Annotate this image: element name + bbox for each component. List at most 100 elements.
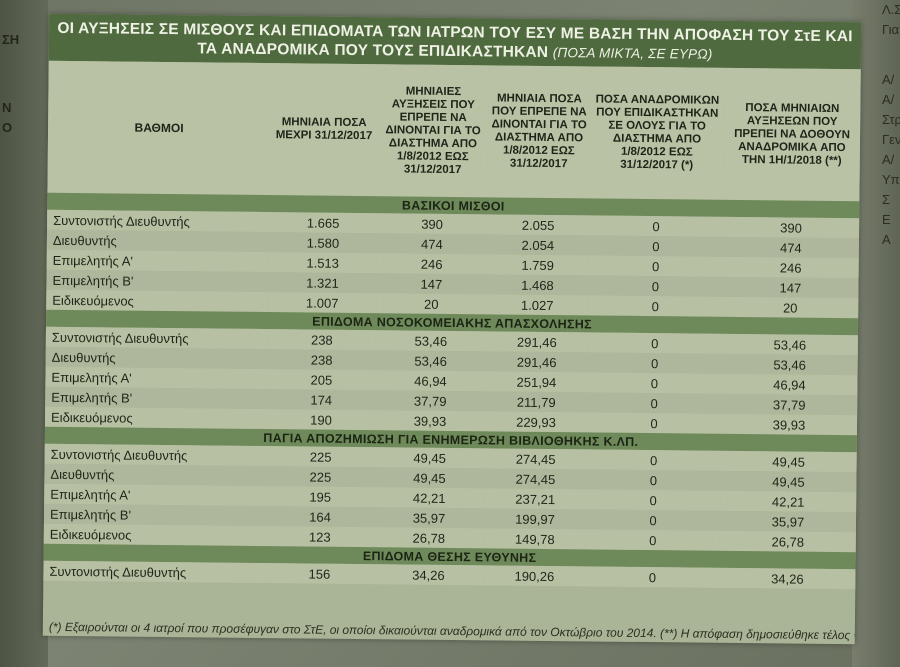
monthly-cell: 225: [266, 466, 375, 488]
right-margin-text: Στρ: [882, 112, 900, 127]
grade-cell: Επιμελητής Β': [43, 503, 267, 527]
increase-cell: 37,79: [375, 390, 486, 412]
retroactive-cell: 0: [587, 392, 722, 414]
retroactive-cell: 0: [588, 255, 723, 277]
monthly-cell: 238: [267, 329, 376, 351]
increase-2018-cell: 39,93: [720, 413, 858, 436]
due-cell: 291,46: [485, 331, 588, 353]
increase-2018-cell: 42,21: [720, 490, 857, 513]
right-margin-text: Α/: [882, 72, 895, 87]
monthly-cell: 195: [266, 486, 375, 508]
header-retroactive-awarded: ΠΟΣΑ ΑΝΑΔΡΟΜΙΚΩΝ ΠΟΥ ΕΠΙΔΙΚΑΣΤΗΚΑΝ ΣΕ ΟΛ…: [589, 66, 725, 200]
due-cell: 190,26: [483, 565, 586, 587]
grade-cell: Συντονιστής Διευθυντής: [47, 209, 270, 233]
right-column-fragment: Λ.Σ Για Α/Α/Στρ Γεν Α/Υπ Σ Ε Α: [852, 0, 900, 667]
grade-cell: Συντονιστής Διευθυντής: [44, 443, 267, 467]
increase-2018-cell: 20: [722, 296, 859, 319]
increase-2018-cell: 46,94: [721, 373, 858, 396]
due-cell: 149,78: [483, 528, 586, 550]
grade-cell: Διευθυντής: [44, 463, 267, 487]
salary-table-panel: ΟΙ ΑΥΞΗΣΕΙΣ ΣΕ ΜΙΣΘΟΥΣ ΚΑΙ ΕΠΙΔΟΜΑΤΑ ΤΩΝ…: [42, 13, 862, 645]
increase-cell: 147: [376, 273, 487, 295]
increase-2018-cell: 246: [722, 256, 859, 279]
due-cell: 237,21: [484, 488, 587, 510]
grade-cell: Συντονιστής Διευθυντής: [45, 326, 268, 350]
increase-cell: 246: [376, 253, 487, 275]
header-increases-from-2018: ΠΟΣΑ ΜΗΝΙΑΙΩΝ ΑΥΞΗΣΕΩΝ ΠΟΥ ΠΡΕΠΕΙ ΝΑ ΔΟΘ…: [723, 67, 861, 202]
due-cell: 291,46: [485, 351, 588, 373]
retroactive-cell: 0: [588, 295, 723, 317]
increase-cell: 42,21: [374, 487, 485, 509]
retroactive-cell: 0: [586, 449, 721, 471]
increase-2018-cell: 147: [722, 276, 859, 299]
increase-2018-cell: 53,46: [721, 333, 858, 356]
due-cell: 2.055: [486, 214, 590, 236]
monthly-cell: 156: [265, 563, 374, 585]
monthly-cell: 1.321: [268, 272, 377, 294]
grade-cell: Επιμελητής Α': [44, 483, 267, 507]
increase-cell: 46,94: [375, 370, 486, 392]
increase-2018-cell: 35,97: [719, 510, 857, 533]
right-margin-text: Σ: [882, 192, 891, 207]
due-cell: 199,97: [483, 508, 587, 530]
grade-cell: Επιμελητής Β': [45, 386, 268, 410]
increase-2018-cell: 49,45: [720, 470, 857, 493]
retroactive-cell: 0: [587, 372, 722, 394]
right-margin-text: Α/: [882, 92, 895, 107]
table-title-main: ΟΙ ΑΥΞΗΣΕΙΣ ΣΕ ΜΙΣΘΟΥΣ ΚΑΙ ΕΠΙΔΟΜΑΤΑ ΤΩΝ…: [57, 19, 853, 61]
increase-cell: 474: [376, 233, 487, 255]
table-title-subtitle: (ΠΟΣΑ ΜΙΚΤΑ, ΣΕ ΕΥΡΩ): [552, 45, 713, 62]
retroactive-cell: 0: [586, 412, 722, 434]
table-title: ΟΙ ΑΥΞΗΣΕΙΣ ΣΕ ΜΙΣΘΟΥΣ ΚΑΙ ΕΠΙΔΟΜΑΤΑ ΤΩΝ…: [48, 13, 862, 70]
increase-2018-cell: 34,26: [719, 567, 856, 590]
monthly-cell: 205: [267, 369, 376, 391]
retroactive-cell: 0: [588, 215, 724, 237]
due-cell: 1.759: [486, 254, 589, 276]
grade-cell: Διευθυντής: [45, 346, 268, 370]
monthly-cell: 174: [267, 389, 376, 411]
due-cell: 229,93: [484, 411, 588, 433]
increase-cell: 26,78: [373, 527, 484, 549]
right-margin-text: Για: [882, 22, 900, 37]
increase-2018-cell: 37,79: [721, 393, 858, 416]
table-header: ΒΑΘΜΟΙ ΜΗΝΙΑΙΑ ΠΟΣΑ ΜΕΧΡΙ 31/12/2017 ΜΗΝ…: [47, 60, 861, 202]
due-cell: 251,94: [485, 371, 588, 393]
retroactive-cell: 0: [585, 529, 720, 551]
monthly-cell: 238: [267, 349, 376, 371]
header-monthly-until-2017: ΜΗΝΙΑΙΑ ΠΟΣΑ ΜΕΧΡΙ 31/12/2017: [269, 63, 379, 197]
retroactive-cell: 0: [588, 275, 723, 297]
footnote: (*) Εξαιρούνται οι 4 ιατροί που προσέφυγ…: [48, 619, 855, 643]
monthly-cell: 123: [265, 526, 374, 548]
retroactive-cell: 0: [587, 352, 722, 374]
right-margin-text: Υπ: [882, 172, 900, 187]
right-margin-text: Ε: [882, 212, 891, 227]
due-cell: 211,79: [485, 391, 588, 413]
increase-cell: 390: [376, 213, 488, 235]
monthly-cell: 1.665: [269, 212, 378, 234]
due-cell: 1.468: [486, 274, 589, 296]
retroactive-cell: 0: [587, 332, 722, 354]
grade-cell: Διευθυντής: [46, 229, 270, 253]
grade-cell: Ειδικευόμενος: [44, 406, 268, 430]
header-monthly-increases: ΜΗΝΙΑΙΕΣ ΑΥΞΗΣΕΙΣ ΠΟΥ ΕΠΡΕΠΕ ΝΑ ΔΙΝΟΝΤΑΙ…: [377, 64, 489, 198]
left-column-fragment: ΣΗ Ν Ο: [0, 0, 48, 667]
increase-cell: 20: [376, 293, 487, 315]
grade-cell: Ειδικευόμενος: [43, 523, 266, 547]
grade-cell: Συντονιστής Διευθυντής: [43, 560, 266, 584]
monthly-cell: 1.007: [268, 292, 377, 314]
left-margin-text: Ο: [2, 120, 13, 135]
monthly-cell: 1.513: [268, 252, 377, 274]
increase-cell: 53,46: [375, 330, 486, 352]
table-body: ΒΑΣΙΚΟΙ ΜΙΣΘΟΙ Συντονιστής Διευθυντής 1.66…: [43, 192, 860, 590]
monthly-cell: 225: [266, 446, 375, 468]
monthly-cell: 1.580: [268, 232, 377, 254]
due-cell: 2.054: [486, 234, 589, 256]
monthly-cell: 164: [265, 506, 375, 528]
due-cell: 1.027: [486, 294, 589, 316]
right-margin-text: Λ.Σ: [882, 2, 900, 17]
header-monthly-due: ΜΗΝΙΑΙΑ ΠΟΣΑ ΠΟΥ ΕΠΡΕΠΕ ΝΑ ΔΙΝΟΝΤΑΙ ΓΙΑ …: [487, 65, 591, 199]
retroactive-cell: 0: [588, 235, 723, 257]
retroactive-cell: 0: [585, 509, 721, 531]
increase-cell: 39,93: [374, 410, 486, 432]
